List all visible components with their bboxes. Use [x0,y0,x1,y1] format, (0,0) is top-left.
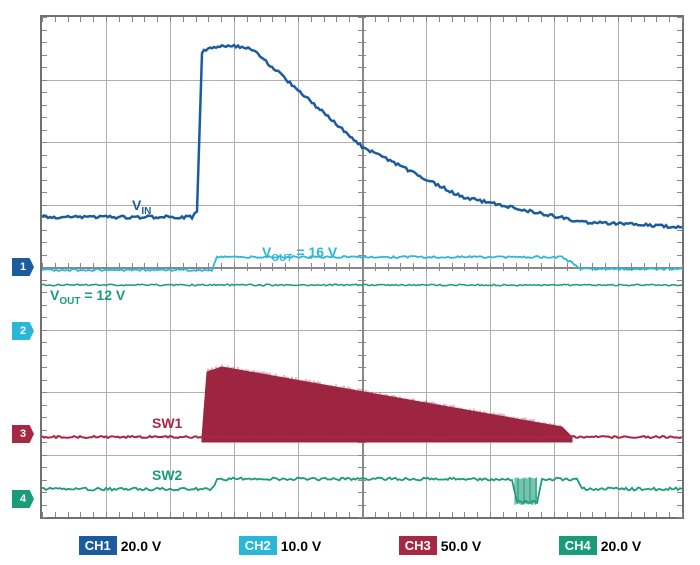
footer-item-ch3: CH350.0 V [399,536,482,555]
channel-marker-3: 3 [12,425,34,443]
footer-channel-label: CH2 [239,536,277,555]
channel-marker-4: 4 [12,490,34,508]
channel-marker-2: 2 [12,322,34,340]
footer-channel-scale: 20.0 V [601,538,641,554]
trace-label: SW1 [152,415,182,431]
trace-label: VOUT = 12 V [50,287,125,307]
footer-item-ch4: CH420.0 V [559,536,642,555]
waveform-traces [42,17,682,517]
footer-channel-label: CH3 [399,536,437,555]
footer-channel-label: CH1 [79,536,117,555]
footer-item-ch1: CH120.0 V [79,536,162,555]
trace-label: SW2 [152,467,182,483]
footer-channel-scale: 20.0 V [121,538,161,554]
trace-label: VOUT = 16 V [262,244,337,264]
plot-area: VIN VOUT = 16 V VOUT = 12 V SW1 SW2 [40,15,684,519]
channel-scale-footer: CH120.0 VCH210.0 VCH350.0 VCH420.0 V [40,536,680,555]
footer-channel-label: CH4 [559,536,597,555]
trace-label: VIN [132,197,151,217]
footer-channel-scale: 10.0 V [281,538,321,554]
footer-item-ch2: CH210.0 V [239,536,322,555]
footer-channel-scale: 50.0 V [441,538,481,554]
channel-marker-1: 1 [12,258,34,276]
oscilloscope-screenshot: VIN VOUT = 16 V VOUT = 12 V SW1 SW2 1 2 3 4 CH1… [0,0,700,565]
